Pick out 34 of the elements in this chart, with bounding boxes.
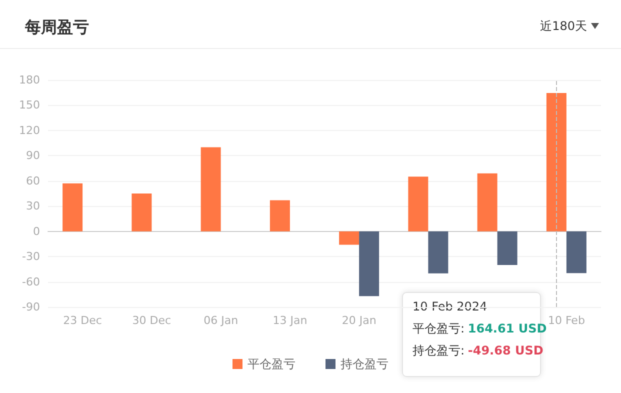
text: 持仓盈亏: -49.68 USD — [412, 344, 544, 358]
y-tick-label: 180 — [19, 74, 40, 86]
y-tick-label: 150 — [19, 98, 40, 112]
bar — [200, 147, 221, 232]
bar — [428, 231, 448, 274]
bar — [270, 200, 290, 232]
x-tick-label: 13 Jan — [272, 314, 308, 327]
legend-label: 平仓盈亏 — [248, 357, 296, 371]
bar — [62, 183, 83, 232]
bar — [132, 194, 152, 232]
bar — [497, 231, 518, 265]
x-tick-label: 20 Jan — [342, 314, 376, 327]
x-tick-label: 06 Jan — [204, 314, 238, 327]
bar — [477, 173, 498, 232]
legend-label: 持仓盈亏 — [340, 357, 388, 371]
bar — [566, 231, 586, 274]
x-tick-label: 23 Dec — [63, 314, 102, 327]
x-tick-label: 10 Feb — [548, 314, 585, 327]
y-tick-label: -30 — [22, 250, 40, 264]
x-tick-label: 30 Dec — [132, 314, 172, 327]
bar — [546, 92, 566, 232]
bar — [408, 176, 428, 232]
y-tick-label: 90 — [26, 149, 40, 162]
y-tick-label: 30 — [26, 200, 40, 213]
y-tick-label: 60 — [26, 174, 40, 188]
bar — [359, 231, 380, 296]
bar — [339, 231, 360, 245]
text: 平仓盈亏: 164.61 USD — [412, 322, 547, 336]
y-tick-label: -90 — [22, 300, 40, 314]
y-tick-label: 120 — [19, 124, 40, 137]
chart-title: 每周盈亏 — [24, 18, 89, 36]
text: 近180天 — [540, 19, 587, 33]
y-tick-label: -60 — [22, 275, 40, 288]
y-tick-label: 0 — [33, 224, 40, 238]
